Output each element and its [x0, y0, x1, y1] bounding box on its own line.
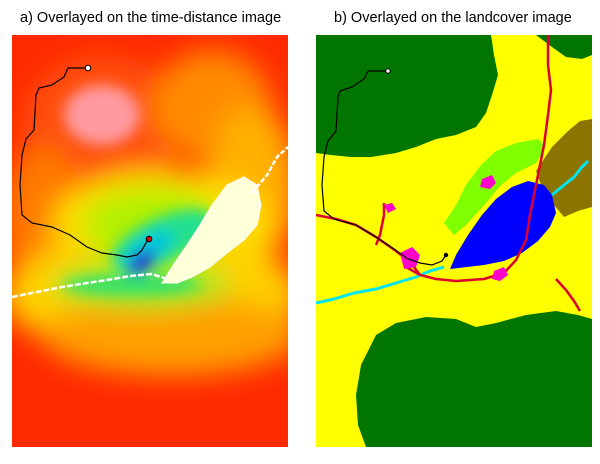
lake-area: [450, 181, 556, 269]
meadow-area: [444, 139, 546, 235]
road-east: [555, 278, 582, 312]
river-line: [251, 146, 288, 194]
lake-area: [161, 176, 262, 284]
urban-patch: [384, 203, 396, 213]
forest-area-south: [356, 311, 592, 447]
start-point-icon: [84, 64, 92, 72]
time-distance-map: [12, 35, 288, 447]
road-main: [405, 35, 553, 283]
end-point-icon: [145, 235, 153, 243]
forest-area-northeast: [536, 35, 592, 59]
caption-landcover: b) Overlayed on the landcover image: [334, 10, 572, 26]
river-inflow-line: [551, 159, 590, 197]
urban-patch: [480, 175, 496, 189]
least-cost-path: [321, 70, 447, 266]
landcover-map: [316, 35, 592, 447]
start-point-icon: [385, 68, 391, 74]
urban-patch: [492, 267, 508, 281]
forest-area-north: [316, 35, 498, 157]
river-line: [316, 265, 445, 305]
road-line: [12, 272, 168, 299]
caption-time-distance: a) Overlayed on the time-distance image: [20, 10, 282, 26]
least-cost-path: [19, 67, 150, 258]
urban-patch: [400, 247, 420, 269]
road-spur: [374, 203, 386, 246]
end-point-icon: [443, 252, 449, 258]
